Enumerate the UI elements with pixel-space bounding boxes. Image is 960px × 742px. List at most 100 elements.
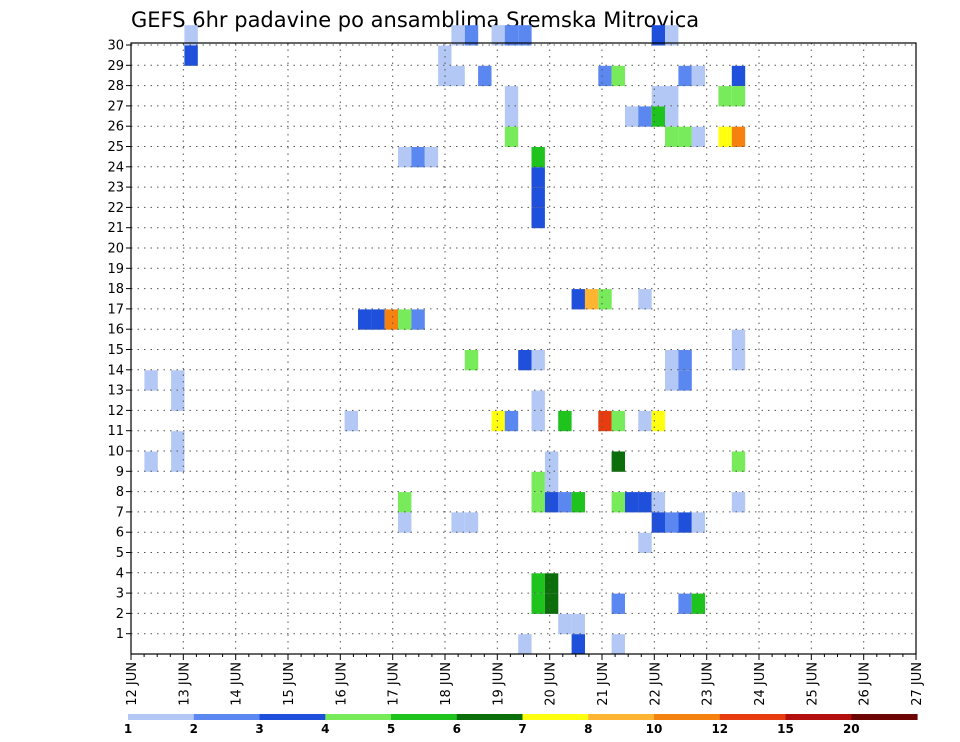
legend-label: 6 — [453, 722, 461, 736]
y-tick-label: 8 — [116, 485, 124, 500]
heatmap-cell — [518, 634, 532, 655]
x-tick-label: 25 JUN — [805, 662, 820, 706]
x-tick-label: 26 JUN — [858, 662, 873, 706]
heatmap-cell — [384, 309, 399, 330]
y-tick-label: 4 — [116, 566, 124, 581]
y-tick-label: 2 — [116, 607, 124, 622]
heatmap-cell — [731, 65, 746, 87]
heatmap-cell — [464, 25, 479, 46]
legend-swatch — [259, 714, 326, 720]
heatmap-cell — [571, 289, 585, 310]
heatmap-cell — [731, 329, 746, 350]
heatmap-cell — [651, 492, 666, 513]
heatmap-cell — [584, 289, 599, 310]
heatmap-cell — [625, 492, 639, 513]
heatmap-cell — [504, 86, 519, 107]
heatmap-cell — [171, 431, 185, 452]
heatmap-cell — [691, 65, 706, 87]
heatmap-cell — [691, 593, 706, 614]
heatmap-cell — [678, 126, 692, 147]
heatmap-cells — [144, 25, 746, 655]
heatmap-cell — [678, 65, 692, 87]
y-tick-label: 23 — [107, 181, 124, 196]
heatmap-cell — [531, 410, 545, 432]
heatmap-cell — [478, 65, 492, 87]
y-tick-label: 27 — [107, 99, 124, 114]
x-tick-label: 14 JUN — [230, 662, 245, 706]
heatmap-cell — [678, 350, 692, 371]
heatmap-cell — [665, 106, 679, 127]
heatmap-cell — [531, 593, 545, 614]
legend-swatch — [456, 714, 524, 720]
heatmap-cell — [665, 350, 679, 371]
x-tick-label: 22 JUN — [648, 662, 663, 706]
heatmap-cell — [558, 492, 572, 513]
legend-label: 2 — [190, 722, 198, 736]
heatmap-cell — [611, 65, 625, 87]
heatmap-cell — [638, 492, 652, 513]
heatmap-cell — [398, 309, 412, 330]
y-tick-label: 14 — [107, 363, 124, 378]
heatmap-cell — [491, 410, 505, 432]
heatmap-cell — [665, 126, 679, 147]
heatmap-cell — [665, 25, 679, 46]
heatmap-cell — [651, 25, 666, 46]
heatmap-cell — [598, 289, 612, 310]
x-tick-label: 19 JUN — [491, 662, 506, 706]
heatmap-cell — [518, 25, 532, 46]
legend-swatch — [522, 714, 589, 720]
y-tick-label: 9 — [116, 465, 124, 480]
y-tick-label: 13 — [107, 384, 124, 399]
heatmap-cell — [184, 25, 198, 46]
heatmap-cell — [678, 512, 692, 533]
heatmap-cell — [665, 512, 679, 533]
heatmap-cell — [531, 471, 545, 493]
y-tick-label: 6 — [116, 526, 124, 541]
heatmap-cell — [638, 532, 652, 553]
heatmap-cell — [171, 390, 185, 411]
y-tick-label: 10 — [107, 445, 124, 460]
heatmap-cell — [451, 512, 465, 533]
heatmap-cell — [531, 147, 545, 168]
heatmap-cell — [531, 390, 545, 411]
x-tick-label: 27 JUN — [910, 662, 925, 706]
heatmap-cell — [638, 410, 652, 432]
color-legend: 1 2 3 4 5 6 7 8 10 12 15 20 — [124, 714, 918, 736]
heatmap-cell — [598, 65, 612, 87]
heatmap-cell — [731, 86, 746, 107]
y-tick-label: 22 — [107, 201, 124, 216]
y-tick-label: 12 — [107, 404, 124, 419]
x-tick-label: 16 JUN — [334, 662, 349, 706]
heatmap-cell — [611, 451, 625, 472]
heatmap-cell — [411, 147, 425, 168]
heatmap-cell — [678, 370, 692, 391]
y-tick-label: 18 — [107, 282, 124, 297]
heatmap-cell — [611, 634, 625, 655]
heatmap-cell — [638, 289, 652, 310]
x-axis: 12 JUN 13 JUN 14 JUN 15 JUN 16 JUN 17 JUN 18 J… — [125, 654, 925, 706]
heatmap-cell — [651, 106, 666, 127]
heatmap-cell — [651, 512, 666, 533]
grid-lines — [130, 43, 917, 654]
y-axis: 1234567891011121314151617181920212223242… — [107, 39, 131, 642]
legend-swatch — [719, 714, 787, 720]
y-tick-label: 16 — [107, 323, 124, 338]
heatmap-cell — [544, 492, 559, 513]
legend-label: 5 — [387, 722, 395, 736]
heatmap-cell — [544, 593, 559, 614]
heatmap-cell — [731, 451, 746, 472]
heatmap-cell — [531, 350, 545, 371]
y-tick-label: 19 — [107, 262, 124, 277]
heatmap-cell — [558, 410, 572, 432]
heatmap-cell — [144, 451, 158, 472]
y-tick-label: 28 — [107, 79, 124, 94]
legend-swatch — [785, 714, 852, 720]
y-tick-label: 7 — [116, 505, 124, 520]
x-tick-label: 20 JUN — [544, 662, 559, 706]
legend-label: 4 — [321, 722, 329, 736]
heatmap-cell — [544, 451, 559, 472]
heatmap-cell — [691, 126, 706, 147]
legend-swatch — [128, 714, 195, 720]
heatmap-cell — [504, 25, 519, 46]
